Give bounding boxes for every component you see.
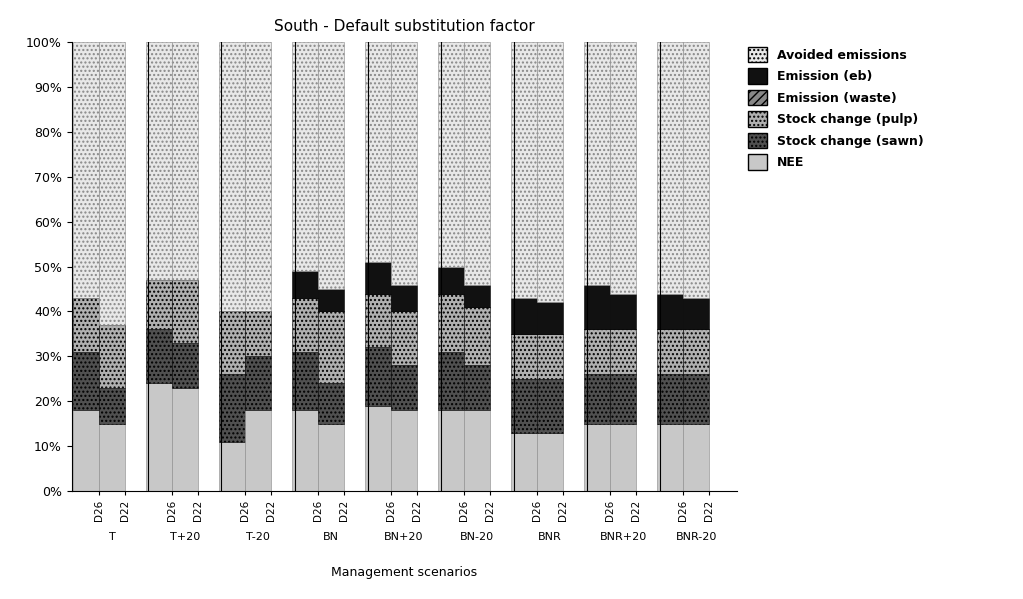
Bar: [365, 42, 391, 262]
Bar: [537, 334, 564, 379]
Bar: [244, 311, 271, 356]
X-axis label: Management scenarios: Management scenarios: [331, 566, 477, 579]
Bar: [610, 294, 636, 329]
Text: BNR-20: BNR-20: [675, 532, 717, 541]
Bar: [391, 311, 417, 365]
Bar: [464, 42, 490, 285]
Bar: [73, 352, 99, 410]
Bar: [318, 311, 344, 383]
Bar: [292, 271, 318, 298]
Bar: [145, 329, 172, 383]
Bar: [172, 42, 198, 280]
Bar: [438, 294, 464, 352]
Bar: [438, 267, 464, 294]
Bar: [391, 410, 417, 491]
Text: BN: BN: [323, 532, 339, 541]
Bar: [657, 329, 683, 374]
Text: BNR: BNR: [538, 532, 562, 541]
Bar: [99, 325, 125, 388]
Bar: [683, 298, 709, 329]
Bar: [365, 262, 391, 294]
Bar: [318, 289, 344, 311]
Bar: [318, 423, 344, 491]
Bar: [610, 423, 636, 491]
Bar: [657, 42, 683, 294]
Bar: [584, 374, 610, 423]
Text: T-20: T-20: [247, 532, 270, 541]
Bar: [318, 42, 344, 289]
Bar: [610, 42, 636, 294]
Bar: [584, 285, 610, 329]
Bar: [145, 383, 172, 491]
Bar: [244, 410, 271, 491]
Bar: [537, 432, 564, 491]
Bar: [510, 334, 537, 379]
Text: BN+20: BN+20: [385, 532, 424, 541]
Bar: [172, 343, 198, 388]
Bar: [584, 42, 610, 285]
Bar: [292, 352, 318, 410]
Legend: Avoided emissions, Emission (eb), Emission (waste), Stock change (pulp), Stock c: Avoided emissions, Emission (eb), Emissi…: [743, 42, 929, 175]
Bar: [365, 406, 391, 491]
Bar: [73, 298, 99, 352]
Bar: [683, 374, 709, 423]
Bar: [510, 298, 537, 334]
Bar: [438, 410, 464, 491]
Bar: [219, 441, 244, 491]
Bar: [145, 280, 172, 329]
Bar: [464, 285, 490, 307]
Bar: [391, 285, 417, 311]
Bar: [464, 307, 490, 365]
Bar: [365, 294, 391, 347]
Bar: [73, 42, 99, 298]
Bar: [657, 374, 683, 423]
Bar: [365, 347, 391, 406]
Bar: [510, 42, 537, 298]
Text: BN-20: BN-20: [460, 532, 494, 541]
Bar: [172, 280, 198, 343]
Bar: [683, 423, 709, 491]
Bar: [464, 410, 490, 491]
Bar: [99, 423, 125, 491]
Bar: [244, 42, 271, 311]
Bar: [219, 374, 244, 441]
Text: T: T: [108, 532, 116, 541]
Bar: [99, 42, 125, 325]
Bar: [438, 352, 464, 410]
Bar: [537, 302, 564, 334]
Bar: [657, 423, 683, 491]
Bar: [172, 388, 198, 491]
Text: BNR+20: BNR+20: [599, 532, 647, 541]
Bar: [657, 294, 683, 329]
Bar: [99, 388, 125, 423]
Bar: [292, 42, 318, 271]
Bar: [145, 42, 172, 280]
Bar: [292, 410, 318, 491]
Bar: [683, 42, 709, 298]
Bar: [537, 42, 564, 302]
Bar: [584, 329, 610, 374]
Bar: [244, 356, 271, 410]
Bar: [391, 42, 417, 285]
Bar: [219, 42, 244, 311]
Bar: [219, 311, 244, 374]
Bar: [510, 379, 537, 432]
Text: T+20: T+20: [170, 532, 201, 541]
Bar: [318, 383, 344, 423]
Bar: [683, 329, 709, 374]
Bar: [510, 432, 537, 491]
Bar: [584, 423, 610, 491]
Bar: [438, 42, 464, 267]
Bar: [391, 365, 417, 410]
Bar: [537, 379, 564, 432]
Bar: [610, 374, 636, 423]
Bar: [292, 298, 318, 352]
Title: South - Default substitution factor: South - Default substitution factor: [274, 19, 534, 34]
Bar: [73, 410, 99, 491]
Bar: [610, 329, 636, 374]
Bar: [464, 365, 490, 410]
